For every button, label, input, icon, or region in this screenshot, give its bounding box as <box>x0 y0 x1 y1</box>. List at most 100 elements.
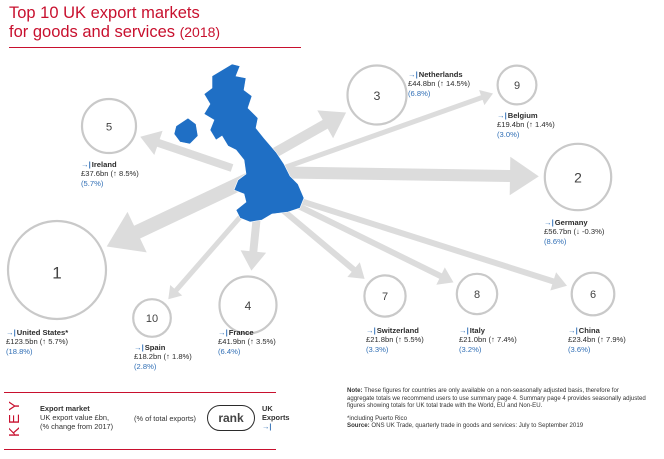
market-name-row: →|Switzerland <box>366 326 424 335</box>
key-box <box>4 392 276 450</box>
market-label-4: →|France £41.9bn (↑ 3.5%) (6.4%) <box>218 328 276 356</box>
arrow-rank-7 <box>264 193 365 279</box>
bubble-rank-6 <box>570 271 616 317</box>
bubble-rank-2 <box>543 142 613 212</box>
market-name-row: →|Netherlands <box>408 70 470 79</box>
arrow-rank-2 <box>251 156 539 196</box>
market-value: £19.4bn (↑ 1.4%) <box>497 120 555 130</box>
market-label-6: →|China £23.4bn (↑ 7.9%) (3.6%) <box>568 326 626 354</box>
source-label: Source: <box>347 422 370 430</box>
key-line3: (% change from 2017) <box>40 422 114 431</box>
market-label-8: →|Italy £21.0bn (↑ 7.4%) (3.2%) <box>459 326 517 354</box>
arrow-rank-1 <box>106 168 261 253</box>
rank-number-2: 2 <box>574 170 582 186</box>
key-uk: UK <box>262 404 273 413</box>
arrow-rank-5 <box>140 130 234 172</box>
rank-number-3: 3 <box>374 89 381 103</box>
market-value: £23.4bn (↑ 7.9%) <box>568 335 626 345</box>
market-name-row: →|United States* <box>6 328 68 337</box>
rank-number-5: 5 <box>106 122 112 134</box>
note-text: Note: These figures for countries are on… <box>347 387 647 410</box>
title-line-1: Top 10 UK export markets <box>9 4 200 22</box>
note-body: These figures for countries are only ava… <box>347 387 646 410</box>
rank-number-6: 6 <box>590 289 596 301</box>
bubble-rank-3 <box>346 64 408 126</box>
footnote: *including Puerto Rico <box>347 414 407 422</box>
export-arrow-icon: →| <box>408 70 418 79</box>
market-name-row: →|Spain <box>134 343 192 352</box>
market-name: Italy <box>469 326 485 335</box>
arrow-rank-8 <box>268 189 454 285</box>
market-label-5: →|Ireland £37.6bn (↑ 8.5%) (5.7%) <box>81 160 139 188</box>
market-name: Germany <box>554 218 588 227</box>
market-share: (6.4%) <box>218 346 241 356</box>
bubble-rank-8 <box>455 272 499 316</box>
bubble-rank-10 <box>132 298 172 338</box>
market-label-7: →|Switzerland £21.8bn (↑ 5.5%) (3.3%) <box>366 326 424 354</box>
market-share: (3.2%) <box>459 344 482 354</box>
key-line1: Export market <box>40 404 90 413</box>
market-name: Spain <box>144 343 166 352</box>
market-share: (3.0%) <box>497 129 520 139</box>
title-line-2-text: for goods and services <box>9 23 176 41</box>
market-share: (3.3%) <box>366 344 389 354</box>
key-line2: UK export value £bn, <box>40 413 110 422</box>
rank-number-1: 1 <box>52 263 61 282</box>
market-value: £18.2bn (↑ 1.8%) <box>134 352 192 362</box>
market-name: United States* <box>16 328 69 337</box>
rank-number-4: 4 <box>245 299 252 313</box>
market-share: (8.6%) <box>544 236 567 246</box>
market-name-row: →|Belgium <box>497 111 555 120</box>
arrow-rank-4 <box>240 204 267 271</box>
market-value: £56.7bn (↓ -0.3%) <box>544 227 605 237</box>
key-uk-exports: UK Exports →| <box>262 404 290 431</box>
arrow-rank-6 <box>265 187 567 291</box>
arrow-layer <box>106 90 567 300</box>
bubble-rank-9 <box>496 64 538 106</box>
rank-number-9: 9 <box>514 80 520 92</box>
market-value: £44.8bn (↑ 14.5%) <box>408 79 471 89</box>
key-exports: Exports <box>262 413 290 422</box>
export-arrow-icon: →| <box>6 328 16 337</box>
export-arrow-icon: →| <box>262 422 272 431</box>
market-share: (6.8%) <box>408 88 431 98</box>
bubble-rank-5 <box>80 97 138 155</box>
market-name: Belgium <box>507 111 538 120</box>
market-name: China <box>578 326 600 335</box>
market-name: Netherlands <box>418 70 463 79</box>
export-arrow-icon: →| <box>366 326 376 335</box>
market-name: France <box>228 328 254 337</box>
rank-number-7: 7 <box>382 291 388 303</box>
export-arrow-icon: →| <box>544 218 554 227</box>
key-share: (% of total exports) <box>134 414 197 423</box>
bubble-rank-4 <box>218 275 278 335</box>
chart-title: Top 10 UK export markets for goods and s… <box>9 4 220 42</box>
note-block: Note: These figures for countries are on… <box>347 387 647 430</box>
key-rank-pill: rank <box>207 405 255 431</box>
market-share: (2.8%) <box>134 361 157 371</box>
market-label-3: →|Netherlands £44.8bn (↑ 14.5%) (6.8%) <box>408 70 470 98</box>
market-name: Ireland <box>91 160 117 169</box>
market-name-row: →|Ireland <box>81 160 139 169</box>
market-name: Switzerland <box>376 326 419 335</box>
title-rule <box>9 47 301 48</box>
title-line-2: for goods and services (2018) <box>9 23 220 42</box>
source-text: ONS UK Trade, quarterly trade in goods a… <box>371 422 584 430</box>
market-share: (5.7%) <box>81 178 104 188</box>
market-label-9: →|Belgium £19.4bn (↑ 1.4%) (3.0%) <box>497 111 555 139</box>
market-name-row: →|China <box>568 326 626 335</box>
market-value: £41.9bn (↑ 3.5%) <box>218 337 276 347</box>
market-value: £21.8bn (↑ 5.5%) <box>366 335 424 345</box>
export-arrow-icon: →| <box>568 326 578 335</box>
export-arrow-icon: →| <box>497 111 507 120</box>
export-arrow-icon: →| <box>218 328 228 337</box>
key-legend: Export market UK export value £bn, (% ch… <box>40 404 113 431</box>
export-arrow-icon: →| <box>459 326 469 335</box>
export-arrow-icon: →| <box>81 160 91 169</box>
bubble-rank-1 <box>6 219 108 321</box>
market-label-1: →|United States* £123.5bn (↑ 5.7%) (18.8%) <box>6 328 68 356</box>
bubble-rank-7 <box>363 274 407 318</box>
uk-map <box>173 63 305 223</box>
source-line: Source: ONS UK Trade, quarterly trade in… <box>347 422 647 430</box>
